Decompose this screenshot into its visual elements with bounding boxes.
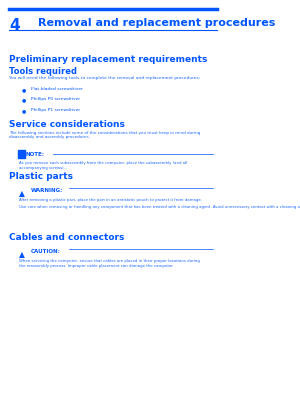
FancyBboxPatch shape xyxy=(18,150,25,158)
Text: ▲: ▲ xyxy=(19,189,25,198)
Text: NOTE:: NOTE: xyxy=(26,152,45,157)
Text: After removing a plastic part, place the part in an antistatic pouch to protect : After removing a plastic part, place the… xyxy=(19,198,202,202)
Text: Service considerations: Service considerations xyxy=(9,120,125,129)
Text: WARNING:: WARNING: xyxy=(31,188,63,193)
Text: You will need the following tools to complete the removal and replacement proced: You will need the following tools to com… xyxy=(9,76,200,80)
Text: Plastic parts: Plastic parts xyxy=(9,172,73,182)
Text: Removal and replacement procedures: Removal and replacement procedures xyxy=(38,18,275,28)
Text: Use care when removing or handling any component that has been treated with a cl: Use care when removing or handling any c… xyxy=(19,205,300,209)
Text: CAUTION:: CAUTION: xyxy=(31,249,61,254)
Text: Phillips P1 screwdriver: Phillips P1 screwdriver xyxy=(31,108,80,112)
Text: The following sections include some of the considerations that you must keep in : The following sections include some of t… xyxy=(9,131,200,140)
Text: Flat-bladed screwdriver: Flat-bladed screwdriver xyxy=(31,87,83,91)
Text: Tools required: Tools required xyxy=(9,67,77,76)
Text: Cables and connectors: Cables and connectors xyxy=(9,233,124,243)
Text: ●: ● xyxy=(22,97,26,103)
Text: ●: ● xyxy=(22,87,26,92)
Text: When servicing the computer, ensure that cables are placed in their proper locat: When servicing the computer, ensure that… xyxy=(19,259,200,268)
Text: ●: ● xyxy=(22,108,26,113)
Text: As you remove each subassembly from the computer, place the subassembly (and all: As you remove each subassembly from the … xyxy=(19,161,187,170)
Text: Preliminary replacement requirements: Preliminary replacement requirements xyxy=(9,55,207,64)
Text: 4: 4 xyxy=(9,18,20,33)
Text: Phillips P0 screwdriver: Phillips P0 screwdriver xyxy=(31,97,80,101)
Text: ▲: ▲ xyxy=(19,250,25,259)
